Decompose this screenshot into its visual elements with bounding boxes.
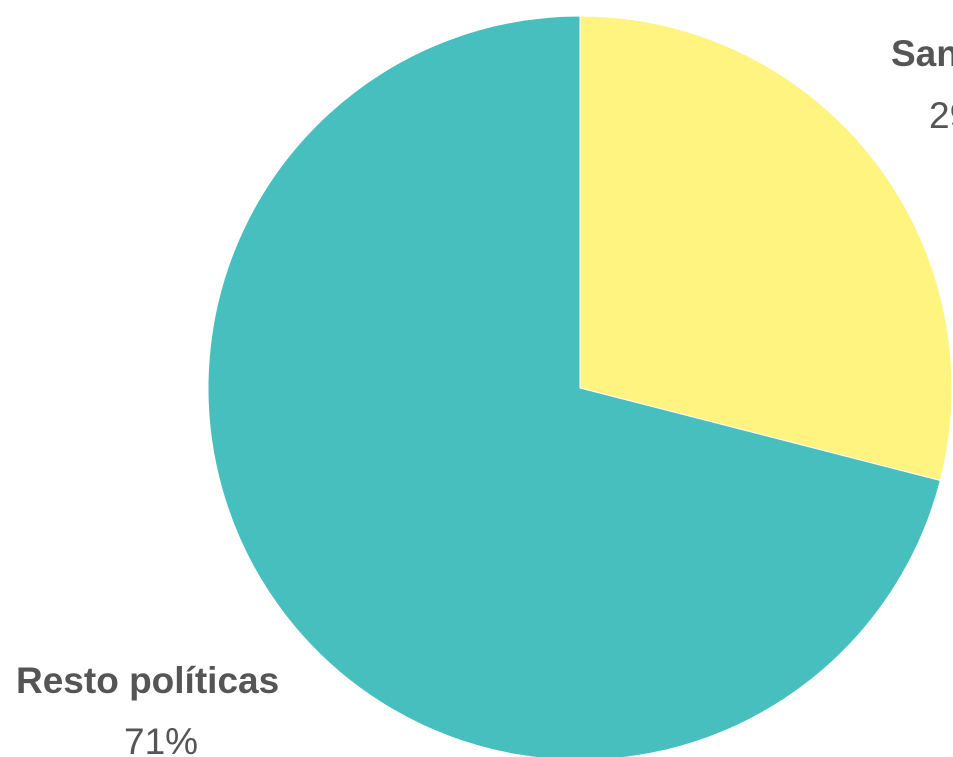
pie-slice-sanidad <box>579 15 953 482</box>
slice-percent-resto-politicas: 71% <box>124 721 198 757</box>
pie-slices <box>207 15 953 757</box>
slice-label-resto-politicas: Resto políticas <box>16 660 279 701</box>
slice-percent-sanidad: 29% <box>929 95 953 136</box>
pie-slice-resto-politicas <box>207 15 941 757</box>
slice-label-sanidad: Sanidad <box>891 33 953 74</box>
